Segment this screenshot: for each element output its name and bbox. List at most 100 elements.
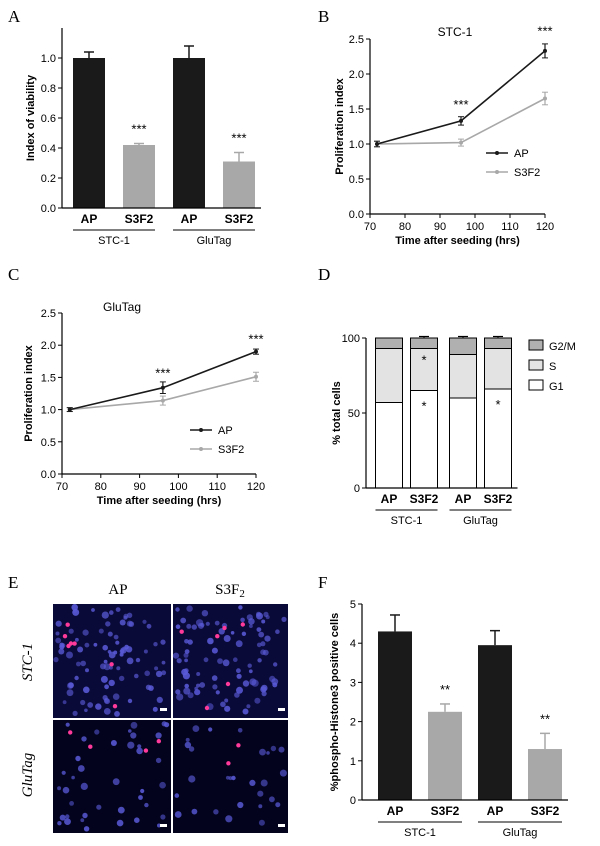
nucleus	[82, 629, 89, 636]
nucleus	[194, 689, 201, 696]
nucleus	[224, 698, 229, 703]
nucleus	[248, 669, 253, 674]
nucleus	[154, 666, 159, 671]
phospho-positive-nucleus	[65, 622, 70, 627]
y-tick-label: 2.0	[349, 69, 364, 81]
nucleus	[269, 675, 276, 683]
nucleus	[68, 682, 74, 689]
y-tick-label: 0.5	[41, 437, 56, 449]
y-tick-label: 1.0	[41, 405, 56, 417]
nucleus	[183, 652, 189, 658]
x-tick-label: 100	[169, 481, 187, 493]
nucleus	[144, 802, 149, 808]
nucleus	[61, 770, 66, 775]
y-tick-label: 0.2	[41, 173, 56, 185]
legend-swatch	[528, 359, 544, 371]
panel-label-f: F	[318, 573, 327, 592]
nucleus	[148, 685, 154, 691]
nucleus	[127, 741, 135, 749]
group-label: GluTag	[197, 235, 232, 247]
phospho-positive-nucleus	[225, 681, 231, 687]
nucleus	[273, 662, 278, 667]
nucleus	[140, 788, 145, 794]
nucleus	[112, 693, 120, 700]
nucleus	[223, 635, 231, 642]
group-label: GluTag	[503, 827, 538, 839]
y-tick-label: 0.0	[41, 469, 56, 481]
x-category-label: AP	[181, 212, 198, 226]
nucleus	[160, 639, 166, 645]
nucleus	[85, 668, 89, 673]
phospho-positive-nucleus	[222, 625, 227, 631]
chart-b-proliferation-stc1: 0.0 0.5 1.0 1.5 2.0 2.5 70 80 90 100 110 120 Time af…	[334, 24, 554, 248]
nucleus	[279, 769, 287, 777]
legend-swatch	[528, 339, 544, 351]
legend-label: G1	[549, 381, 564, 393]
nucleus	[242, 680, 250, 687]
nucleus	[155, 670, 163, 678]
scale-bar	[278, 824, 285, 827]
nucleus	[235, 640, 243, 648]
nucleus	[114, 711, 120, 717]
nucleus	[183, 687, 191, 695]
nucleus	[123, 615, 128, 620]
significance-marker: *	[421, 353, 426, 368]
nucleus	[174, 793, 180, 798]
nucleus	[71, 775, 75, 780]
micrograph-col-ap: AP	[108, 582, 127, 598]
nucleus	[194, 686, 198, 691]
y-tick-label: 1.0	[349, 139, 364, 151]
phospho-positive-nucleus	[236, 743, 241, 748]
y-tick-label: 0.5	[349, 174, 364, 186]
nucleus	[57, 786, 62, 791]
phospho-positive-nucleus	[204, 705, 210, 711]
chart-c-proliferation-glutag: 0.0 0.5 1.0 1.5 2.0 2.5 70 80 90 100 110 120 Time af…	[23, 300, 265, 507]
nucleus	[116, 666, 121, 671]
nucleus	[258, 804, 263, 809]
micrograph-nuclei	[53, 604, 287, 832]
y-tick-label: 0.4	[41, 143, 56, 155]
x-tick-label: 110	[208, 481, 226, 493]
nucleus	[58, 648, 65, 655]
nucleus	[59, 814, 66, 821]
y-tick-label: 1.0	[41, 53, 56, 65]
nucleus	[207, 637, 214, 645]
nucleus	[240, 617, 245, 623]
bar-s3f2	[123, 145, 155, 208]
nucleus	[188, 775, 196, 783]
significance-marker: ***	[453, 97, 468, 112]
phospho-positive-nucleus	[215, 634, 220, 639]
nucleus	[62, 700, 67, 705]
nucleus	[146, 623, 152, 629]
y-tick-label: 0.0	[349, 209, 364, 221]
nucleus	[108, 651, 116, 659]
nucleus	[126, 657, 134, 665]
nucleus	[153, 642, 158, 647]
nucleus	[176, 658, 182, 664]
nucleus	[184, 658, 189, 663]
legend-label: S	[549, 361, 556, 373]
y-tick-label: 1.5	[41, 372, 56, 384]
nucleus	[275, 629, 280, 634]
nucleus	[224, 705, 231, 712]
nucleus	[102, 644, 108, 651]
group-label: GluTag	[463, 515, 498, 527]
nucleus	[220, 701, 226, 708]
nucleus	[113, 634, 119, 640]
nucleus	[103, 659, 108, 664]
x-tick-label: 90	[434, 221, 446, 233]
y-tick-label: 3	[350, 677, 356, 689]
bar-ap	[173, 58, 205, 208]
nucleus	[55, 631, 60, 636]
phospho-positive-nucleus	[112, 704, 118, 709]
nucleus	[260, 641, 266, 647]
nucleus	[65, 814, 70, 819]
nucleus	[95, 703, 102, 710]
nucleus	[156, 696, 163, 704]
nucleus	[103, 708, 111, 715]
bar-ap	[73, 58, 105, 208]
panel-label-b: B	[318, 7, 329, 26]
legend-marker	[495, 170, 499, 174]
nucleus	[75, 755, 81, 762]
